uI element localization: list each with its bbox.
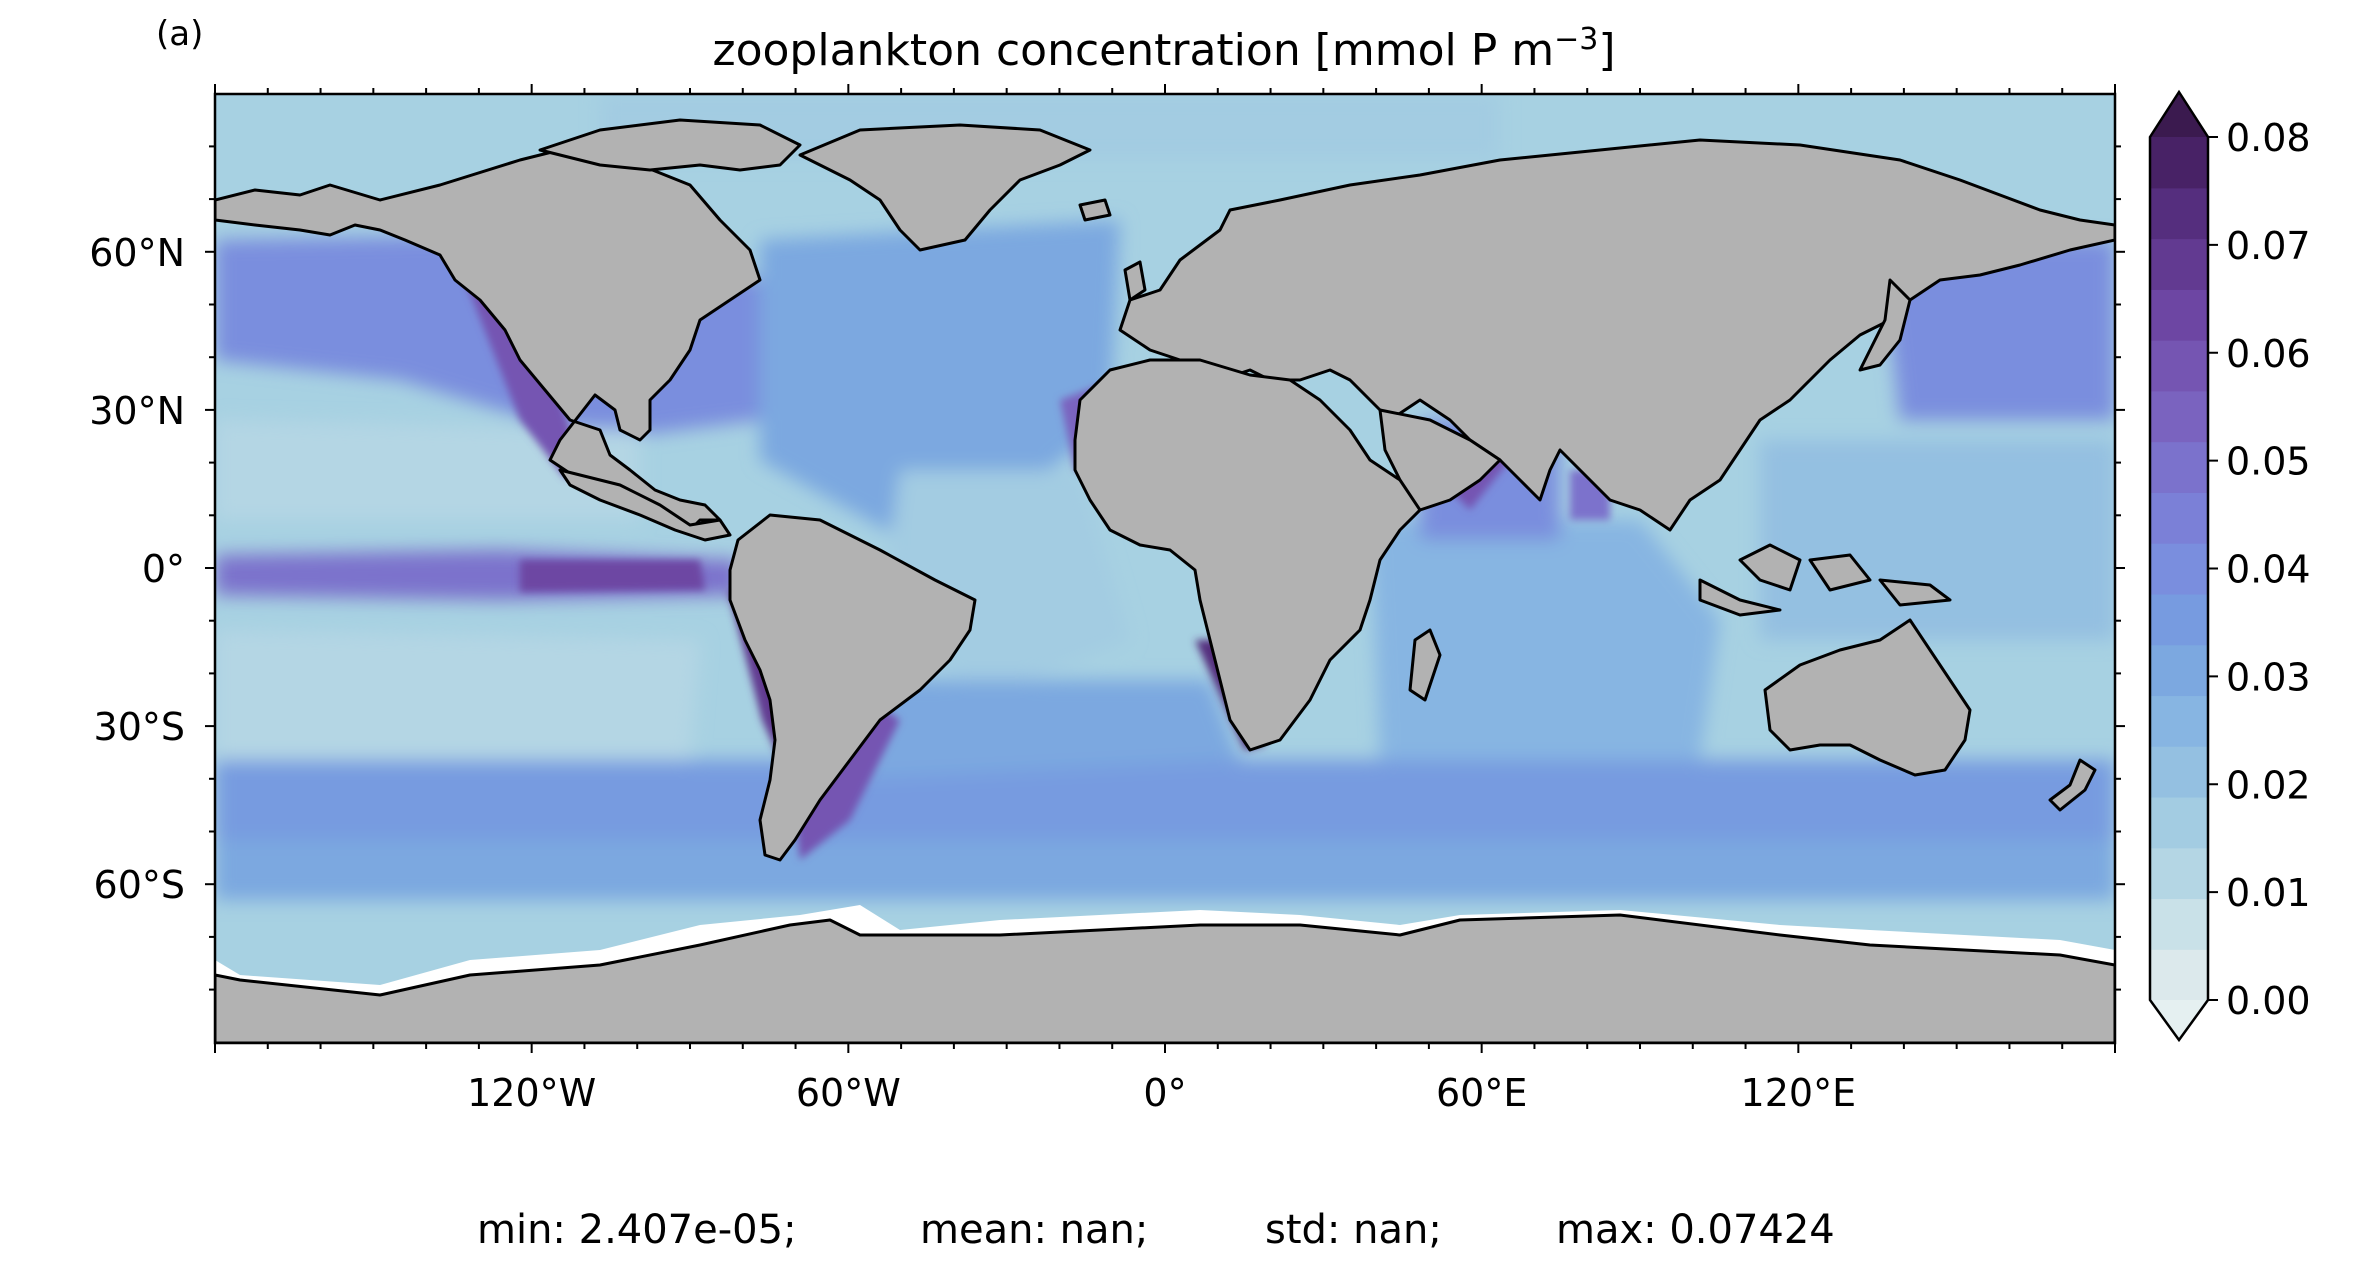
colorbar-segment <box>2150 796 2208 849</box>
colorbar-tick-label: 0.05 <box>2226 440 2311 484</box>
colorbar-segment <box>2150 187 2208 240</box>
colorbar-segment <box>2150 746 2208 798</box>
colorbar-segment <box>2150 390 2208 443</box>
colorbar-extend-low <box>2150 1000 2208 1040</box>
colorbar-tick-label: 0.08 <box>2226 116 2311 160</box>
colorbar-tick-label: 0.00 <box>2226 979 2311 1023</box>
lon-tick-label: 60°E <box>1436 1071 1527 1115</box>
band-northwest-pacific <box>1880 240 2115 420</box>
lat-tick-label: 0° <box>142 547 185 591</box>
stat-max: max: 0.07424 <box>1556 1207 1835 1253</box>
hotspot-eastern-equatorial-pacific <box>520 560 705 592</box>
colorbar-segment <box>2150 593 2208 646</box>
band-south-atlantic <box>840 680 1240 780</box>
lat-axis: 60°N 30°N 0° 30°S 60°S <box>89 145 2125 991</box>
colorbar-segment <box>2150 644 2208 697</box>
lon-axis: 120°W 60°W 0° 60°E 120°E <box>214 84 2116 1115</box>
band-west-pacific <box>1760 440 2115 640</box>
colorbar-tick-label: 0.01 <box>2226 871 2311 915</box>
colorbar-segment <box>2150 543 2208 595</box>
colorbar-segment <box>2150 289 2208 341</box>
colorbar-segment <box>2150 847 2208 900</box>
map-title: zooplankton concentration [mmol P m−3] <box>713 22 1616 76</box>
colorbar-segment <box>2150 238 2208 290</box>
lon-tick-label: 120°E <box>1741 1071 1857 1115</box>
colorbar-segment <box>2150 695 2208 747</box>
colorbar-extend-high <box>2150 92 2208 137</box>
colorbar-segment <box>2150 492 2208 544</box>
band-tropical-light-north <box>215 420 640 520</box>
stat-min: min: 2.407e-05; <box>477 1207 797 1253</box>
colorbar-tick-label: 0.07 <box>2226 224 2311 268</box>
colorbar-segment <box>2150 949 2208 1001</box>
colorbar-tick-label: 0.04 <box>2226 548 2311 592</box>
stat-std: std: nan; <box>1265 1207 1442 1253</box>
lat-tick-label: 60°N <box>89 231 185 275</box>
band-tropical-light-south <box>215 630 700 760</box>
band-southern-ocean-inner <box>215 840 2115 900</box>
lon-tick-label: 60°W <box>796 1071 901 1115</box>
panel-label: (a) <box>156 14 203 54</box>
lat-tick-label: 60°S <box>94 863 185 907</box>
lon-tick-label: 0° <box>1143 1071 1186 1115</box>
colorbar-tick-label: 0.03 <box>2226 655 2311 699</box>
colorbar-tick-label: 0.02 <box>2226 763 2311 807</box>
band-indian-ocean <box>1370 520 1720 760</box>
colorbar: 0.00 0.01 0.02 0.03 0.04 0.05 0.06 0.07 0.08 <box>2148 89 2311 1043</box>
lon-tick-label: 120°W <box>467 1071 596 1115</box>
colorbar-segment <box>2150 898 2208 950</box>
colorbar-segment <box>2150 441 2208 493</box>
map-area <box>215 94 2115 1043</box>
lat-tick-label: 30°N <box>89 389 185 433</box>
colorbar-tick-label: 0.06 <box>2226 332 2311 376</box>
colorbar-segment <box>2150 137 2208 189</box>
stat-mean: mean: nan; <box>920 1207 1148 1253</box>
colorbar-segment <box>2150 340 2208 392</box>
lat-tick-label: 30°S <box>94 705 185 749</box>
